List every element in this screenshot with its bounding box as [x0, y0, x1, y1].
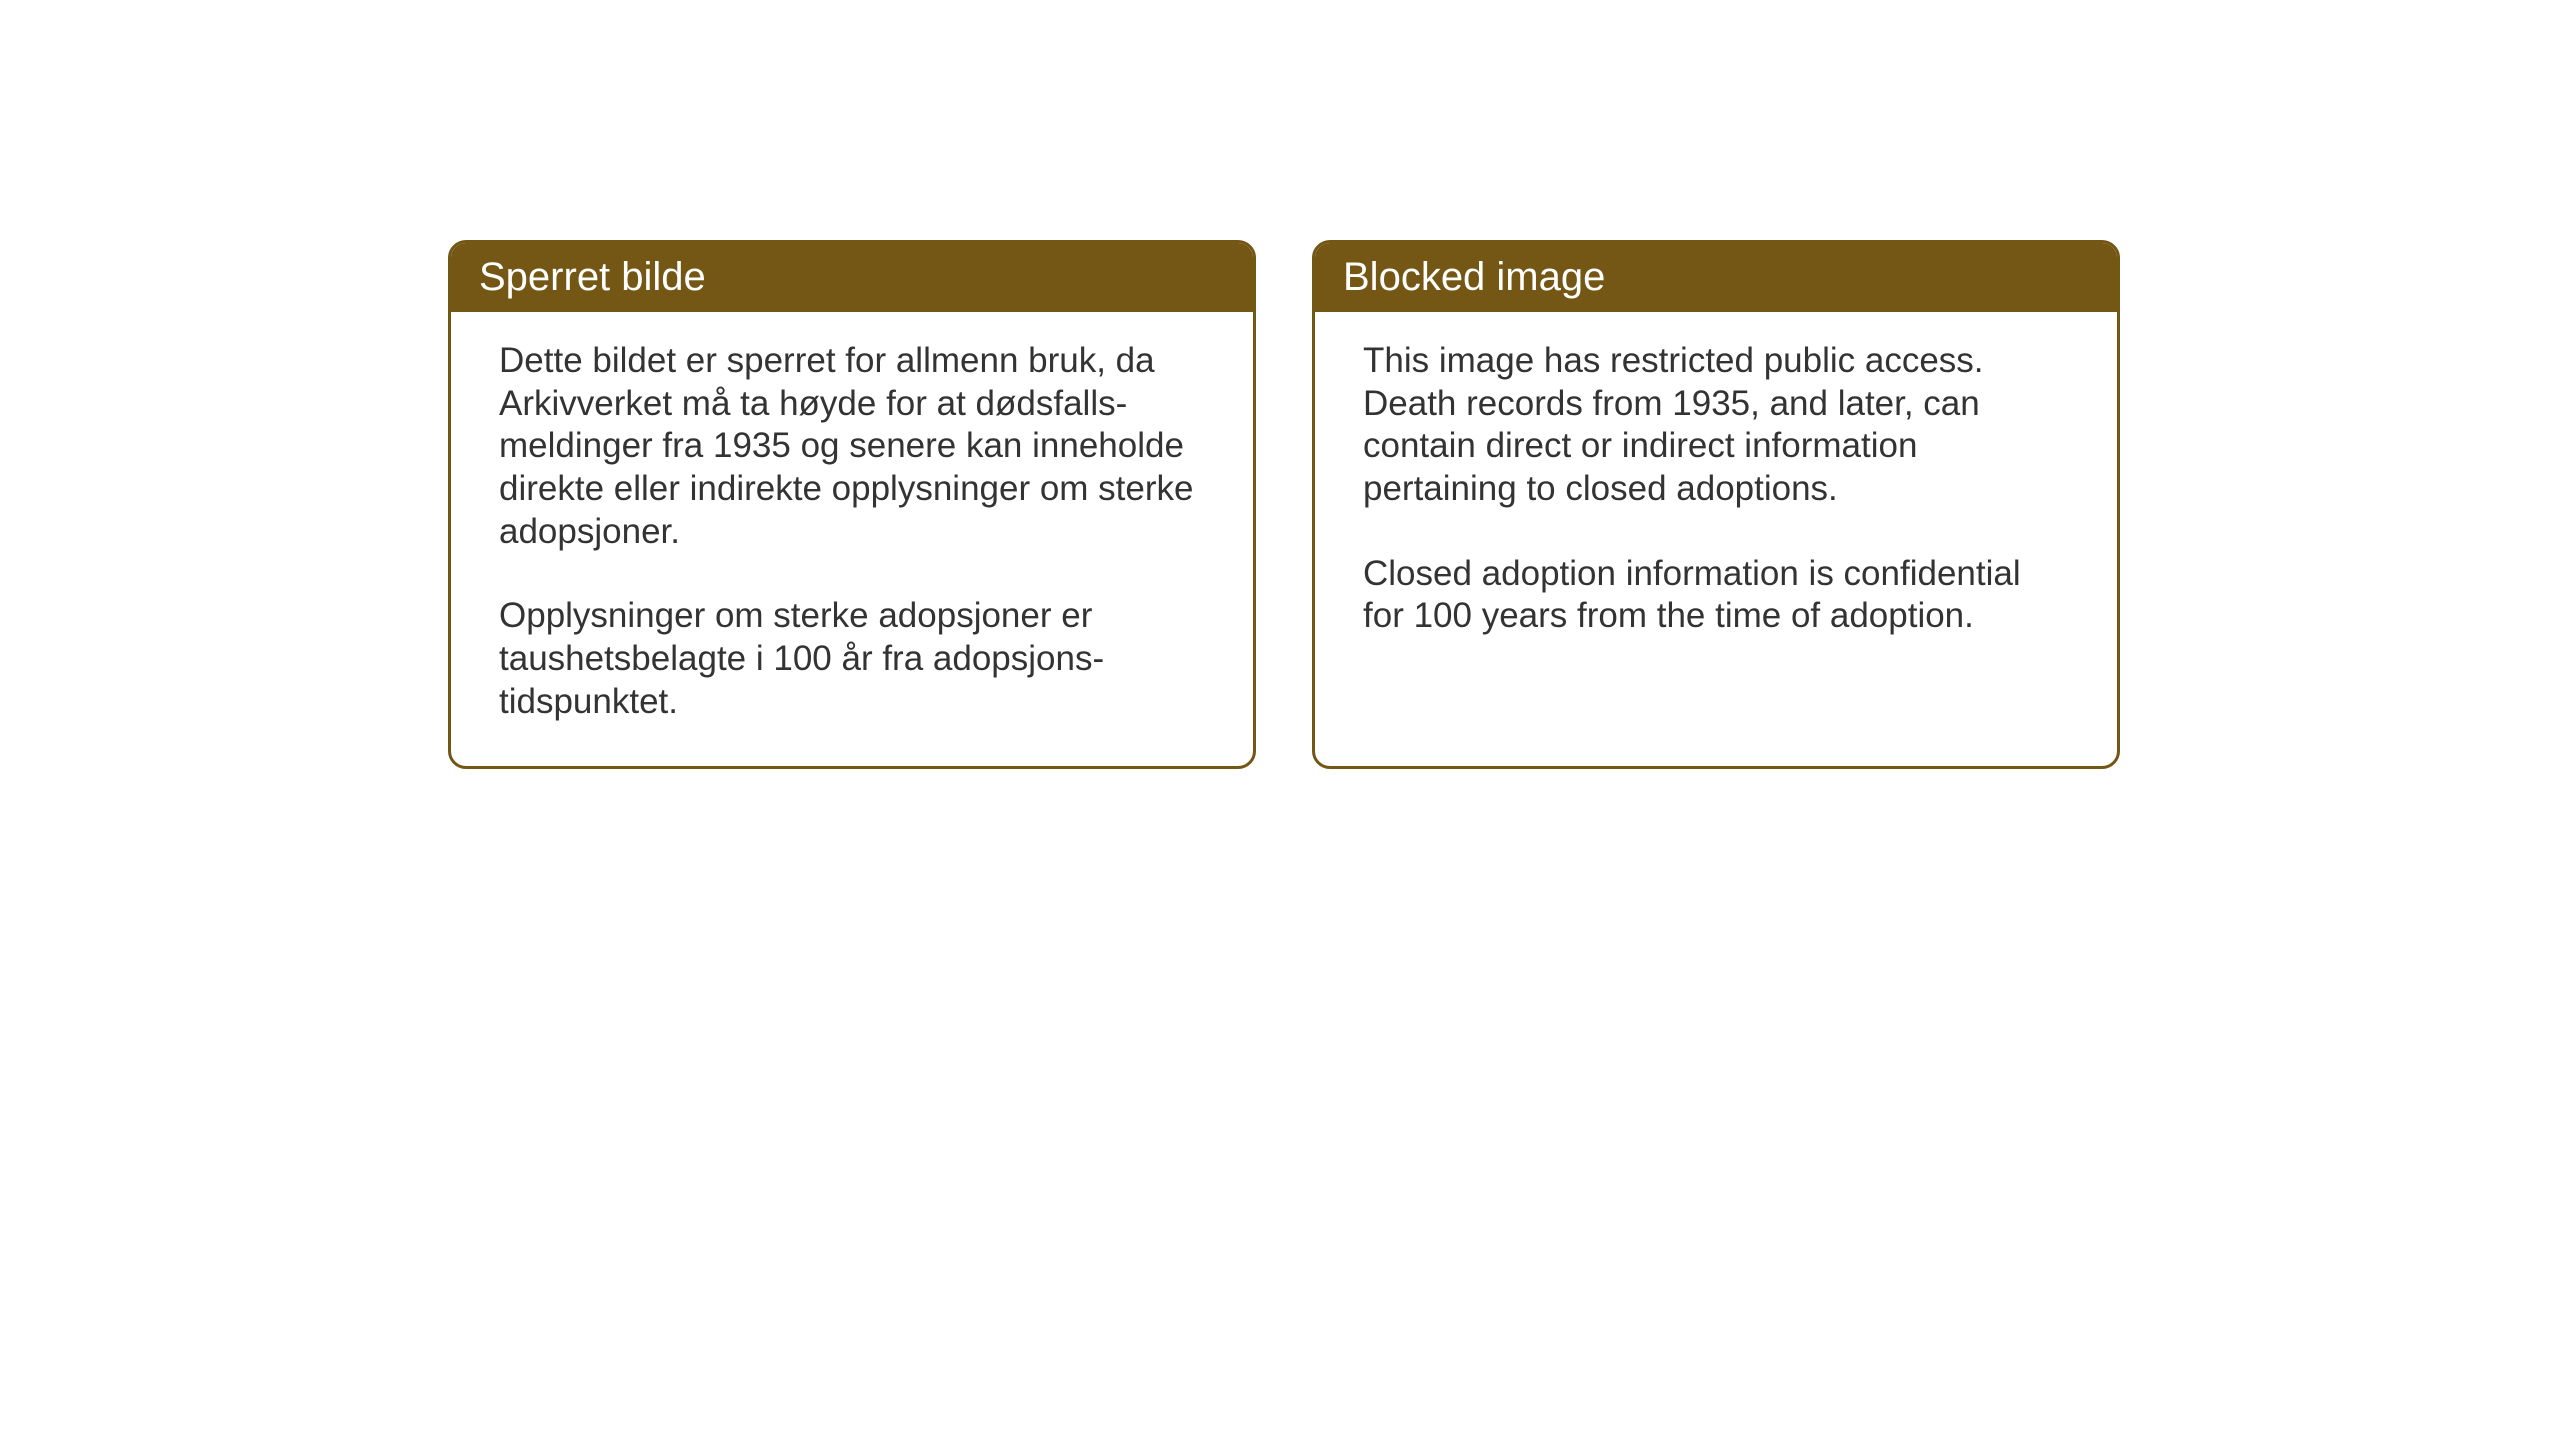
panel-header-norwegian: Sperret bilde	[451, 243, 1253, 312]
panel-body-english: This image has restricted public access.…	[1315, 312, 2117, 680]
notice-paragraph: This image has restricted public access.…	[1363, 340, 2069, 511]
notice-paragraph: Dette bildet er sperret for allmenn bruk…	[499, 340, 1205, 553]
panel-body-norwegian: Dette bildet er sperret for allmenn bruk…	[451, 312, 1253, 766]
notice-paragraph: Closed adoption information is confident…	[1363, 553, 2069, 638]
notice-paragraph: Opplysninger om sterke adopsjoner er tau…	[499, 595, 1205, 723]
notice-container: Sperret bilde Dette bildet er sperret fo…	[448, 240, 2120, 769]
panel-header-english: Blocked image	[1315, 243, 2117, 312]
panel-title: Sperret bilde	[479, 255, 706, 299]
notice-panel-norwegian: Sperret bilde Dette bildet er sperret fo…	[448, 240, 1256, 769]
panel-title: Blocked image	[1343, 255, 1605, 299]
notice-panel-english: Blocked image This image has restricted …	[1312, 240, 2120, 769]
